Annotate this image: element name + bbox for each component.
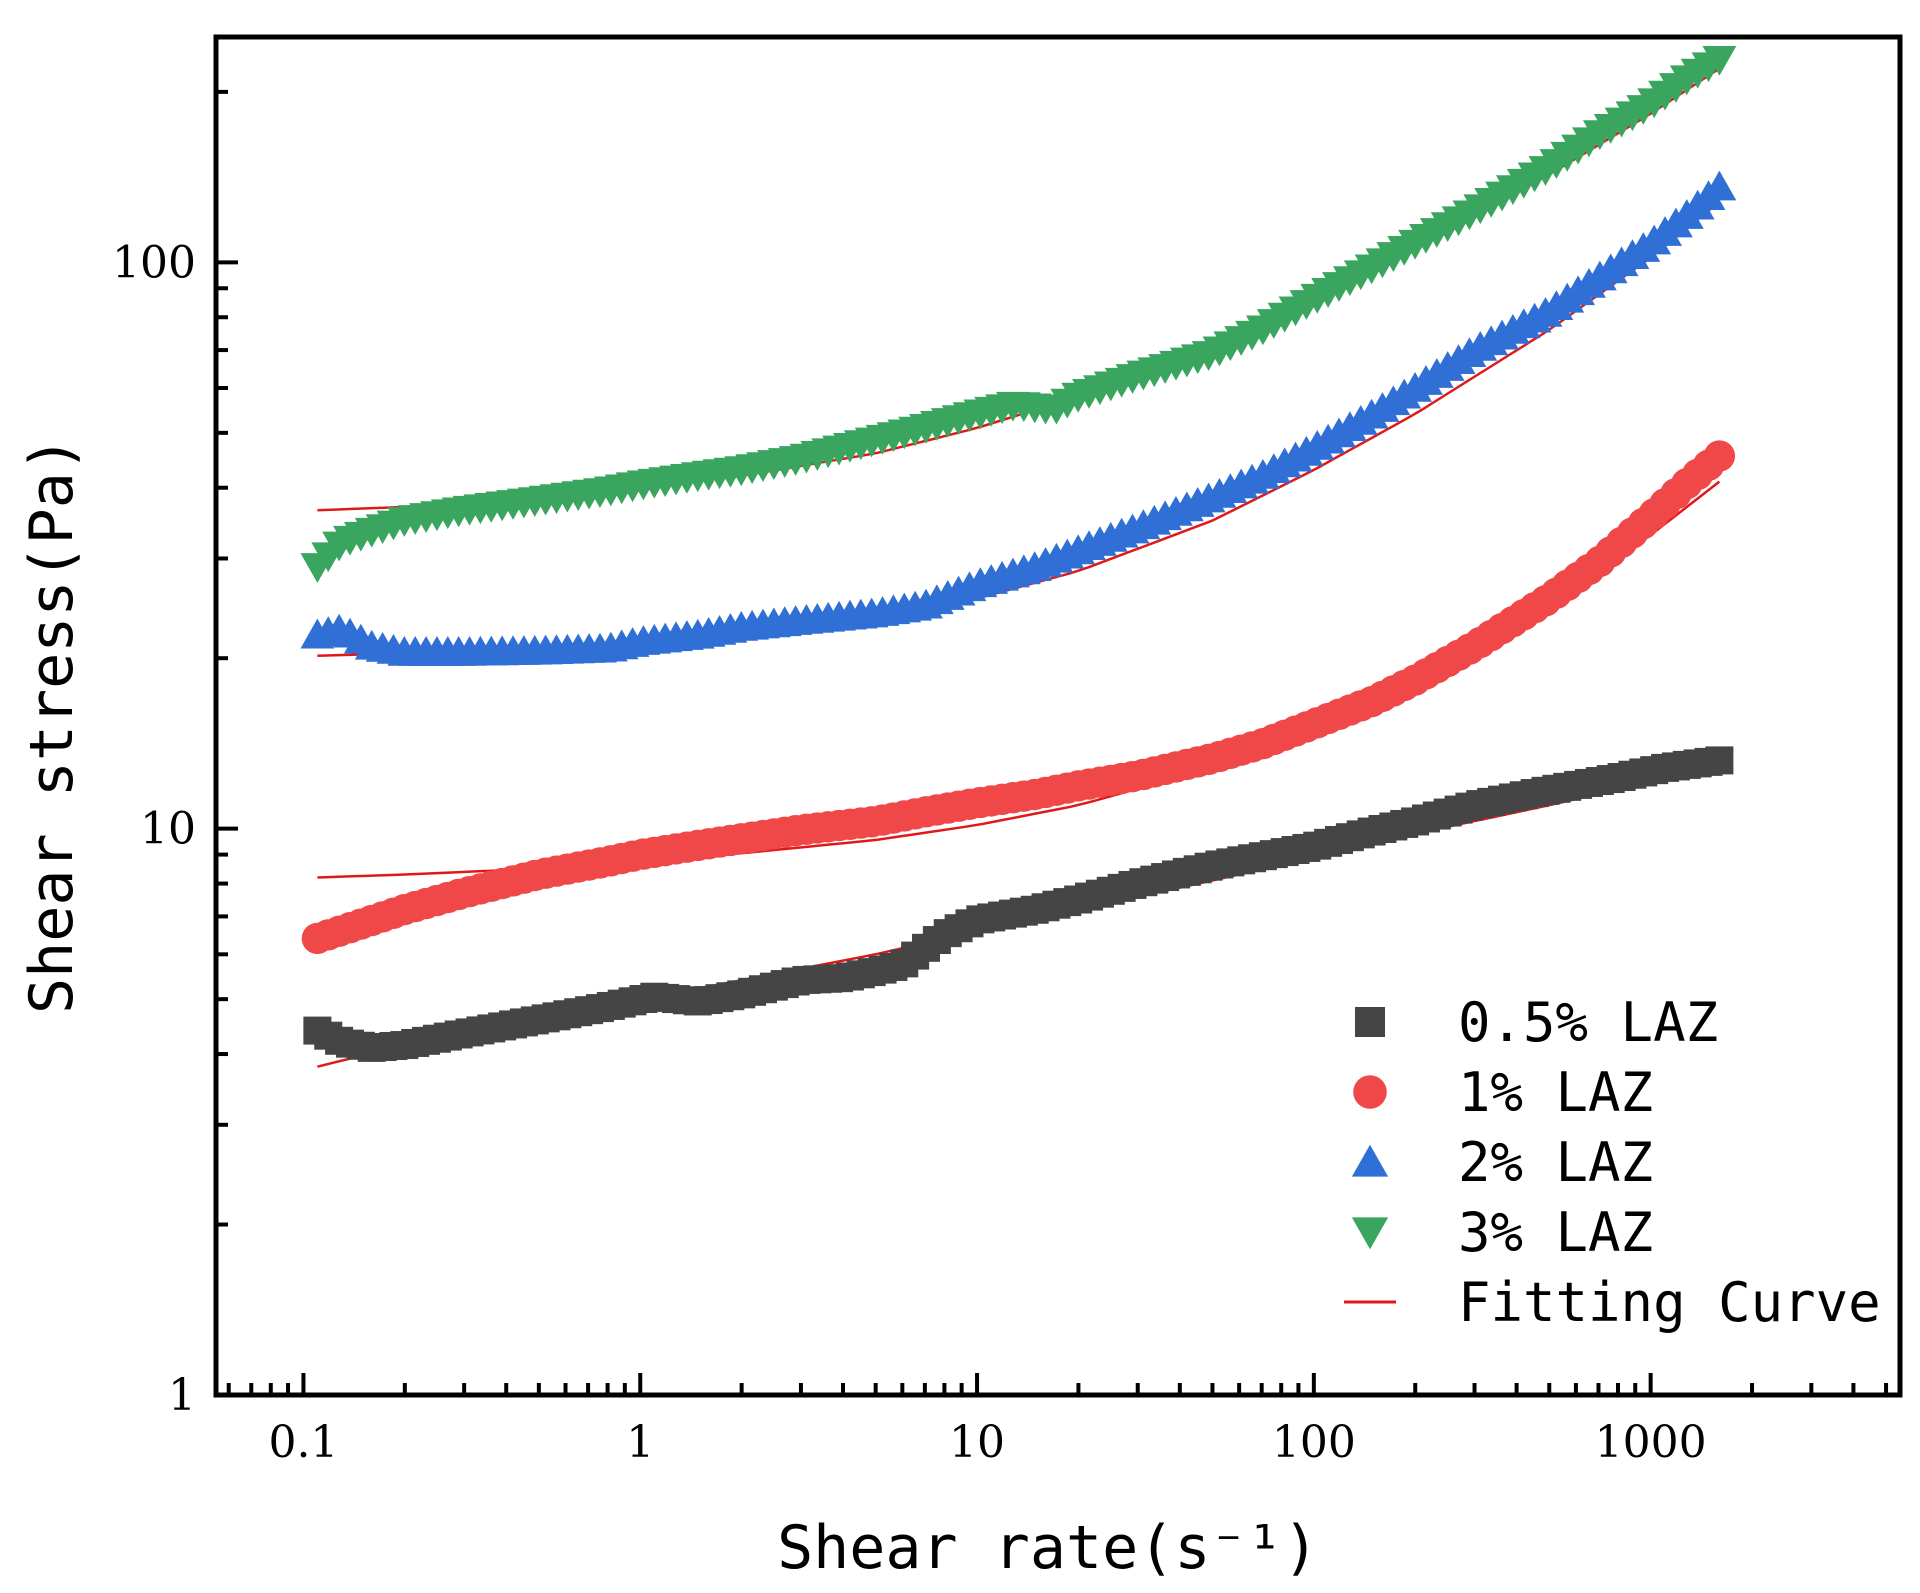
data-point	[1702, 170, 1737, 201]
x-tick-label: 0.1	[268, 1417, 338, 1468]
data-point	[1702, 45, 1737, 76]
x-tick-label: 10	[949, 1417, 1005, 1468]
x-tick-label: 1	[626, 1417, 654, 1468]
legend-label: 0.5% LAZ	[1458, 991, 1718, 1054]
legend-marker	[1351, 1217, 1389, 1250]
y-tick-label: 100	[112, 237, 196, 288]
legend-marker	[1351, 1144, 1389, 1177]
legend-label: 2% LAZ	[1458, 1131, 1653, 1194]
data-point	[1703, 440, 1736, 472]
x-tick-label: 100	[1272, 1417, 1356, 1468]
y-axis-title: Shear stress(Pa)	[17, 436, 87, 1014]
data-point	[1705, 746, 1734, 775]
x-axis-title: Shear rate(s⁻¹)	[777, 1513, 1319, 1583]
legend: 0.5% LAZ 1% LAZ 2% LAZ 3% LAZ Fitting Curve	[1344, 991, 1881, 1334]
legend-label: 3% LAZ	[1458, 1201, 1653, 1264]
plot-frame	[213, 34, 1903, 1398]
axis-ticks: 0.1 1 10 100 1000 1 10 100	[112, 89, 1889, 1468]
legend-marker	[1353, 1075, 1387, 1109]
legend-marker	[1355, 1007, 1385, 1037]
legend-label: Fitting Curve	[1458, 1271, 1881, 1334]
y-tick-label: 1	[168, 1370, 196, 1421]
legend-label: 1% LAZ	[1458, 1061, 1653, 1124]
x-tick-label: 1000	[1595, 1417, 1707, 1468]
y-tick-label: 10	[140, 804, 196, 855]
data-markers	[300, 45, 1737, 1062]
